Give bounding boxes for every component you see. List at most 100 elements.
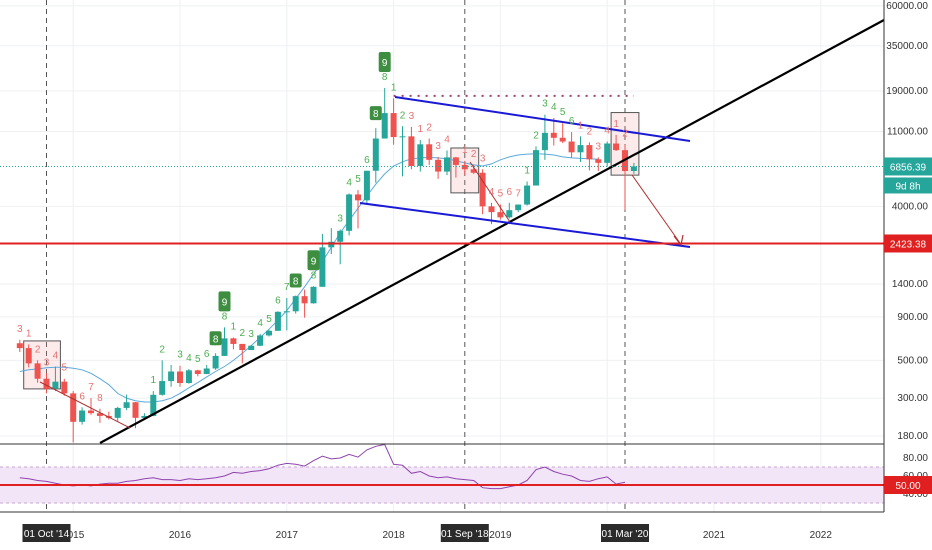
x-tick-label: 2019 bbox=[489, 530, 512, 541]
rsi-value: 50.00 bbox=[895, 481, 920, 492]
candle-body bbox=[506, 210, 513, 218]
candle-body bbox=[390, 113, 397, 138]
candle-body bbox=[319, 247, 326, 287]
support-value: 2423.38 bbox=[890, 239, 927, 250]
candle-body bbox=[417, 144, 424, 167]
td-count-label: 1 bbox=[462, 145, 468, 156]
candle-body bbox=[550, 132, 557, 138]
countdown-value: 9d 8h bbox=[895, 181, 920, 192]
td-count-label: 8 bbox=[97, 393, 103, 404]
y-tick-label: 180.00 bbox=[897, 431, 928, 442]
candle-body bbox=[586, 145, 593, 160]
rsi-badge bbox=[884, 476, 932, 494]
td-count-label: 4 bbox=[551, 102, 557, 113]
countdown-badge bbox=[884, 177, 932, 194]
y-tick-label: 4000.00 bbox=[892, 201, 929, 212]
candle-body bbox=[203, 368, 210, 374]
candle-body bbox=[372, 138, 379, 171]
date-marker-lines bbox=[46, 0, 626, 512]
candle-body bbox=[274, 311, 281, 331]
rsi-pane bbox=[0, 443, 884, 504]
rsi-tick-label: 80.00 bbox=[903, 453, 928, 464]
candle-body bbox=[595, 159, 602, 163]
td-count-label: 6 bbox=[79, 391, 85, 402]
date-marker-badge bbox=[601, 524, 649, 542]
candle-body bbox=[604, 143, 611, 163]
td-count-label: 3 bbox=[177, 350, 183, 361]
candle-body bbox=[399, 136, 406, 138]
support-badge bbox=[884, 234, 932, 253]
candle-body bbox=[61, 381, 68, 394]
eight-flag bbox=[209, 331, 222, 346]
x-tick-label: 2018 bbox=[382, 530, 405, 541]
candle-body bbox=[363, 170, 370, 201]
projection-arrow bbox=[631, 174, 681, 244]
candle-body bbox=[524, 185, 531, 205]
td-count-label: 5 bbox=[266, 314, 272, 325]
axes bbox=[0, 0, 885, 513]
td-count-label: 3 bbox=[542, 99, 548, 110]
candle-body bbox=[239, 343, 246, 351]
td-count-label: 4 bbox=[346, 177, 352, 188]
td-count-label: 8 bbox=[222, 311, 228, 322]
td-count-label: 3 bbox=[435, 141, 441, 152]
candle-body bbox=[515, 204, 522, 211]
candle-body bbox=[79, 410, 86, 422]
candle-body bbox=[461, 164, 468, 170]
candle-body bbox=[177, 371, 183, 384]
td-count-label: 1 bbox=[231, 322, 237, 333]
candle-body bbox=[248, 345, 255, 351]
candle-body bbox=[541, 132, 548, 151]
candle-body bbox=[577, 145, 584, 153]
td-count-label: 3 bbox=[337, 213, 343, 224]
candle-body bbox=[221, 338, 228, 356]
nine-flag bbox=[307, 250, 320, 271]
td-count-label: 6 bbox=[507, 187, 513, 198]
trend-lines bbox=[0, 19, 885, 444]
eight-flag bbox=[289, 273, 302, 288]
candle-body bbox=[470, 169, 477, 173]
price-badge bbox=[884, 157, 932, 176]
y-tick-label: 35000.00 bbox=[886, 41, 928, 52]
candle-body bbox=[132, 402, 139, 418]
td-count-label: 5 bbox=[195, 354, 201, 365]
td-count-label: 1 bbox=[151, 375, 157, 386]
candle-body bbox=[310, 286, 317, 304]
candle-body bbox=[497, 212, 504, 218]
candle-body bbox=[533, 150, 539, 186]
candle-body bbox=[16, 343, 23, 349]
moving-average bbox=[19, 153, 599, 403]
y-tick-label: 900.00 bbox=[897, 312, 928, 323]
td-count-label: 7 bbox=[515, 189, 521, 200]
eight-flag-label: 8 bbox=[213, 334, 219, 345]
td-count-label: 7 bbox=[88, 382, 94, 393]
td-count-label: 1 bbox=[524, 165, 530, 176]
candle-body bbox=[559, 137, 566, 142]
td-count-label: 1 bbox=[613, 119, 619, 130]
x-tick-label: 2016 bbox=[169, 530, 192, 541]
td-count-label: 6 bbox=[364, 155, 370, 166]
candle-body bbox=[88, 410, 94, 414]
td-count-label: 1 bbox=[391, 82, 397, 93]
rsi-line bbox=[19, 443, 626, 490]
td-count-label: 2 bbox=[622, 129, 628, 140]
candle-body bbox=[381, 113, 388, 139]
candle-body bbox=[337, 230, 344, 242]
nine-flag-label: 9 bbox=[382, 58, 388, 69]
candle-body bbox=[70, 393, 77, 422]
candle-body bbox=[266, 330, 272, 336]
projection-line bbox=[39, 381, 131, 429]
candle-body bbox=[257, 335, 264, 346]
y-tick-label: 11000.00 bbox=[887, 126, 928, 137]
eight-flag bbox=[369, 106, 382, 121]
candle-body bbox=[435, 159, 442, 172]
td-count-label: 6 bbox=[569, 116, 575, 127]
channel-lower-line bbox=[359, 202, 691, 248]
candle-body bbox=[346, 194, 353, 231]
nine-flag-label: 9 bbox=[222, 297, 228, 308]
td-count-label: 3 bbox=[248, 329, 254, 340]
date-marker-label: 01 Sep '18 bbox=[441, 529, 489, 540]
